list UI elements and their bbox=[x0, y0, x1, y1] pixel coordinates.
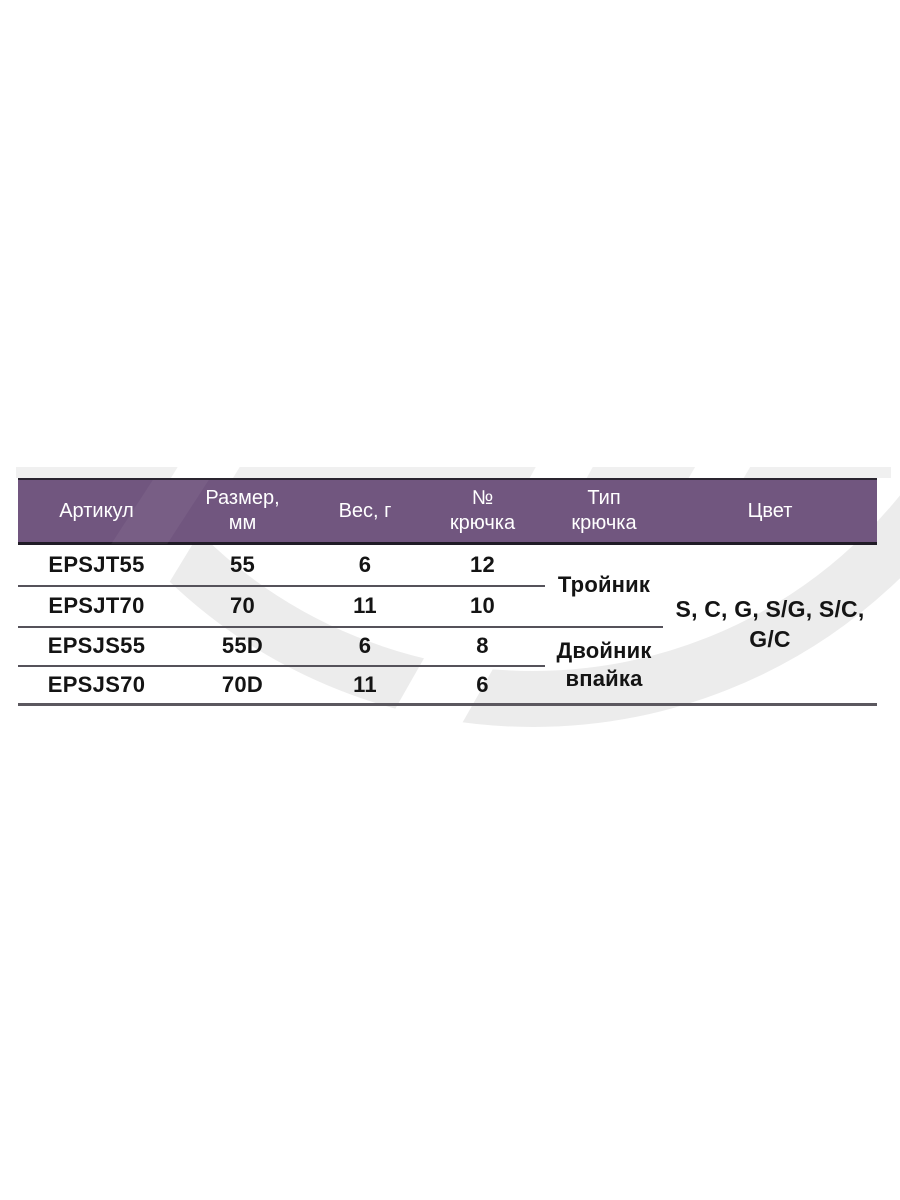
cell-weight: 11 bbox=[310, 585, 420, 628]
cell-hook-number: 12 bbox=[420, 543, 545, 587]
cell-weight: 6 bbox=[310, 543, 420, 587]
cell-hook-number: 6 bbox=[420, 665, 545, 706]
cell-article: EPSJT55 bbox=[18, 543, 175, 587]
cell-hook-type-treble: Тройник bbox=[545, 543, 663, 628]
column-header-size: Размер, мм bbox=[175, 478, 310, 545]
column-header-color: Цвет bbox=[663, 478, 877, 545]
watermark-strip bbox=[16, 467, 891, 478]
table-row: EPSJS70 70D 11 6 bbox=[18, 665, 877, 706]
cell-size: 55D bbox=[175, 626, 310, 667]
cell-article: EPSJS70 bbox=[18, 665, 175, 706]
column-header-article: Артикул bbox=[18, 478, 175, 545]
cell-article: EPSJS55 bbox=[18, 626, 175, 667]
cell-colors: S, C, G, S/G, S/C, G/C bbox=[663, 543, 877, 706]
cell-article: EPSJT70 bbox=[18, 585, 175, 628]
product-spec-table: Артикул Размер, мм Вес, г № крючка Тип к… bbox=[18, 478, 877, 706]
cell-weight: 11 bbox=[310, 665, 420, 706]
table-row: EPSJS55 55D 6 8 Двойник впайка bbox=[18, 626, 877, 706]
cell-weight: 6 bbox=[310, 626, 420, 667]
cell-hook-number: 8 bbox=[420, 626, 545, 667]
column-header-hook-number: № крючка bbox=[420, 478, 545, 545]
header-row: Артикул Размер, мм Вес, г № крючка Тип к… bbox=[18, 478, 877, 545]
cell-size: 55 bbox=[175, 543, 310, 587]
cell-size: 70 bbox=[175, 585, 310, 628]
cell-size: 70D bbox=[175, 665, 310, 706]
table-row: EPSJT55 55 6 12 Тройник S, C, G, S/G, S/… bbox=[18, 543, 877, 706]
cell-hook-number: 10 bbox=[420, 585, 545, 628]
column-header-hook-type: Тип крючка bbox=[545, 478, 663, 545]
table-row: EPSJT70 70 11 10 bbox=[18, 585, 877, 628]
cell-hook-type-double: Двойник впайка bbox=[545, 626, 663, 706]
column-header-weight: Вес, г bbox=[310, 478, 420, 545]
